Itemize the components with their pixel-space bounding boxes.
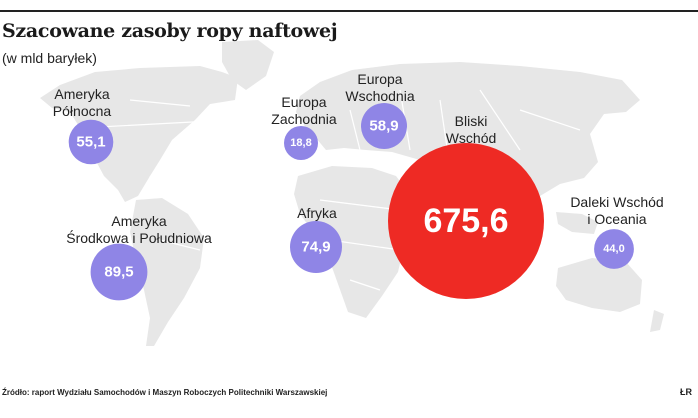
- region-label-ameryka-srodkowa-i-poludniowa: Ameryka Środkowa i Południowa: [66, 213, 212, 246]
- bubble-afryka: [290, 221, 342, 273]
- brand-mark: ŁR: [680, 387, 692, 397]
- land-southeast-asia: [556, 212, 598, 234]
- bubble-value-bliski-wschod: 675,6: [423, 202, 508, 240]
- land-new-zealand: [650, 310, 664, 332]
- chart-title: Szacowane zasoby ropy naftowej: [2, 20, 338, 42]
- land-north-america: [40, 66, 238, 202]
- land-australia: [556, 258, 642, 312]
- bubble-ameryka-polnocna: [68, 119, 114, 165]
- land-europe-asia: [296, 62, 640, 212]
- bubble-value-afryka: 74,9: [301, 239, 330, 256]
- bubble-value-europa-zachodnia: 18,8: [290, 137, 311, 149]
- region-label-afryka: Afryka: [297, 205, 337, 221]
- region-label-ameryka-polnocna: Ameryka Północna: [52, 86, 112, 119]
- bubble-value-ameryka-polnocna: 55,1: [76, 134, 105, 151]
- region-label-europa-zachodnia: Europa Zachodnia: [271, 94, 337, 127]
- region-label-daleki-wschod-i-oceania: Daleki Wschód i Oceania: [570, 194, 664, 227]
- bubble-europa-zachodnia: [284, 126, 318, 160]
- bubble-value-europa-wschodnia: 58,9: [369, 118, 398, 135]
- bubble-layer: 55,1 89,5 18,8 58,9 74,9 675,6 44,0: [68, 103, 634, 301]
- region-label-europa-wschodnia: Europa Wschodnia: [345, 71, 415, 104]
- bubble-europa-wschodnia: [361, 103, 407, 149]
- region-label-bliski-wschod: Bliski Wschód: [445, 113, 497, 146]
- top-rule: [0, 10, 698, 12]
- source-note: Źródło: raport Wydziału Samochodów i Mas…: [2, 388, 328, 397]
- land-greenland: [222, 40, 274, 90]
- bubble-daleki-wschod-i-oceania: [594, 229, 634, 269]
- bubble-ameryka-srodkowa-i-poludniowa: [90, 243, 148, 301]
- bubble-value-ameryka-srodkowa-i-poludniowa: 89,5: [104, 264, 133, 281]
- land-south-america: [130, 198, 204, 346]
- chart-subtitle: (w mld baryłek): [2, 50, 97, 66]
- bubble-bliski-wschod: [388, 143, 544, 299]
- bubble-value-daleki-wschod-i-oceania: 44,0: [603, 243, 624, 255]
